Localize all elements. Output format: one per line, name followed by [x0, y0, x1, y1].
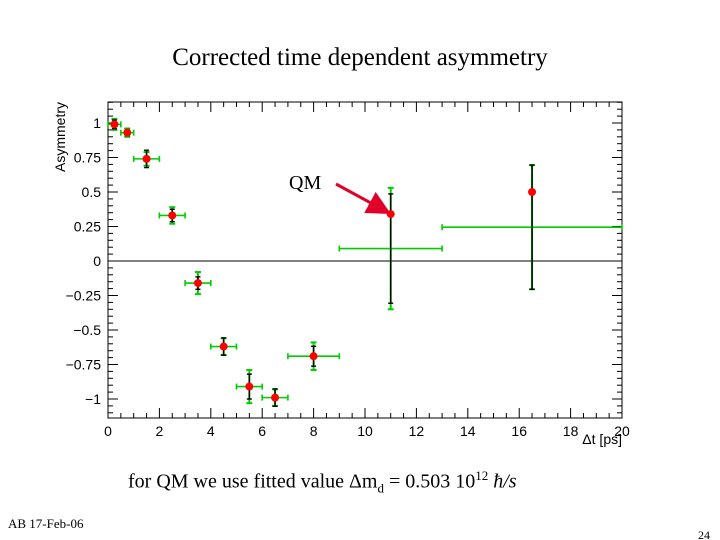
x-tick-label: 12	[409, 423, 425, 439]
x-tick-label: 0	[104, 423, 112, 439]
x-tick-label: 20	[614, 423, 630, 439]
y-tick-label: 0.25	[74, 219, 101, 235]
x-tick-label: 14	[460, 423, 476, 439]
x-tick-label: 10	[357, 423, 373, 439]
x-axis-label: Δt [ps]	[582, 431, 622, 447]
data-point	[123, 128, 132, 137]
caption-delta: Δm	[349, 470, 378, 493]
y-tick-label: 0.75	[74, 150, 101, 166]
caption: for QM we use fitted value Δmd = 0.503 1…	[128, 468, 648, 497]
data-point	[110, 120, 119, 129]
data-point	[142, 154, 151, 163]
caption-exp: 12	[475, 468, 489, 483]
y-tick-label: −0.25	[66, 288, 102, 304]
footer-date: AB 17-Feb-06	[8, 516, 84, 531]
qm-annotation-label: QM	[289, 172, 321, 194]
qm-arrow	[335, 182, 391, 214]
data-point	[193, 279, 202, 288]
y-tick-label: −1	[85, 391, 101, 407]
x-tick-label: 6	[258, 423, 266, 439]
x-tick-label: 2	[156, 423, 164, 439]
x-tick-label: 16	[511, 423, 527, 439]
data-point	[168, 211, 177, 220]
y-tick-label: −0.5	[73, 322, 101, 338]
y-tick-label: 0.5	[82, 184, 102, 200]
y-axis-label: Asymmetry	[52, 102, 68, 172]
caption-prefix: for QM we use fitted value	[128, 470, 350, 493]
data-point	[219, 342, 228, 351]
caption-sub: d	[377, 480, 384, 496]
y-tick-label: 1	[93, 115, 101, 131]
data-point	[386, 210, 395, 219]
y-tick-label: 0	[93, 253, 101, 269]
caption-units: ħ/s	[488, 470, 517, 493]
plot-frame	[107, 101, 623, 419]
x-tick-label: 18	[563, 423, 579, 439]
data-point	[245, 382, 254, 391]
x-tick-label: 8	[310, 423, 318, 439]
data-point	[528, 188, 537, 196]
page-number: 24	[698, 528, 710, 540]
data-point	[309, 352, 318, 361]
caption-equals: = 0.503 10	[383, 470, 476, 493]
y-tick-label: −0.75	[66, 357, 102, 373]
slide-title: Corrected time dependent asymmetry	[172, 44, 548, 71]
x-tick-label: 4	[207, 423, 215, 439]
data-point	[271, 393, 280, 402]
